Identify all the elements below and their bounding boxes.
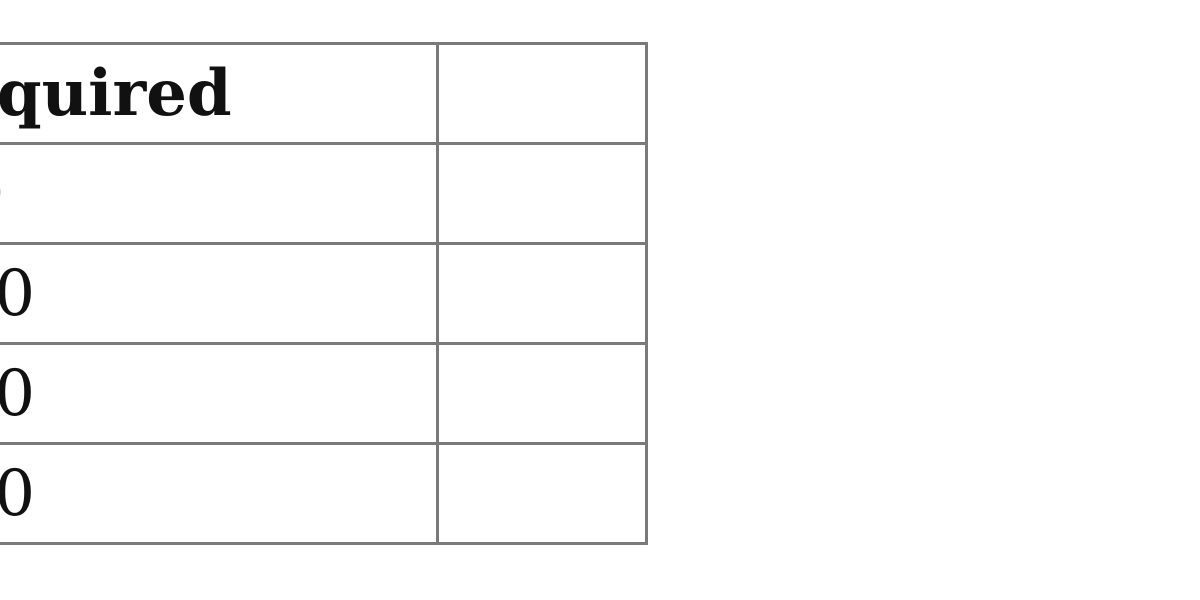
- table-row: 700: [0, 142, 649, 245]
- next-cell: [435, 342, 649, 445]
- header-points-required: Points Required: [0, 42, 439, 145]
- points-cell: 2,000: [0, 242, 439, 345]
- table-row: 2,000: [0, 242, 649, 345]
- points-cell: 4,000: [0, 342, 439, 445]
- next-cell: [435, 142, 649, 245]
- next-cell: [435, 442, 649, 545]
- points-table: Points Required 700 2,000 4,000 7,250: [0, 42, 649, 545]
- next-cell: [435, 242, 649, 345]
- table-row: 7,250: [0, 442, 649, 545]
- header-next-column: [435, 42, 649, 145]
- points-cell: 700: [0, 142, 439, 245]
- table-header-row: Points Required: [0, 42, 649, 145]
- table-row: 4,000: [0, 342, 649, 445]
- points-cell: 7,250: [0, 442, 439, 545]
